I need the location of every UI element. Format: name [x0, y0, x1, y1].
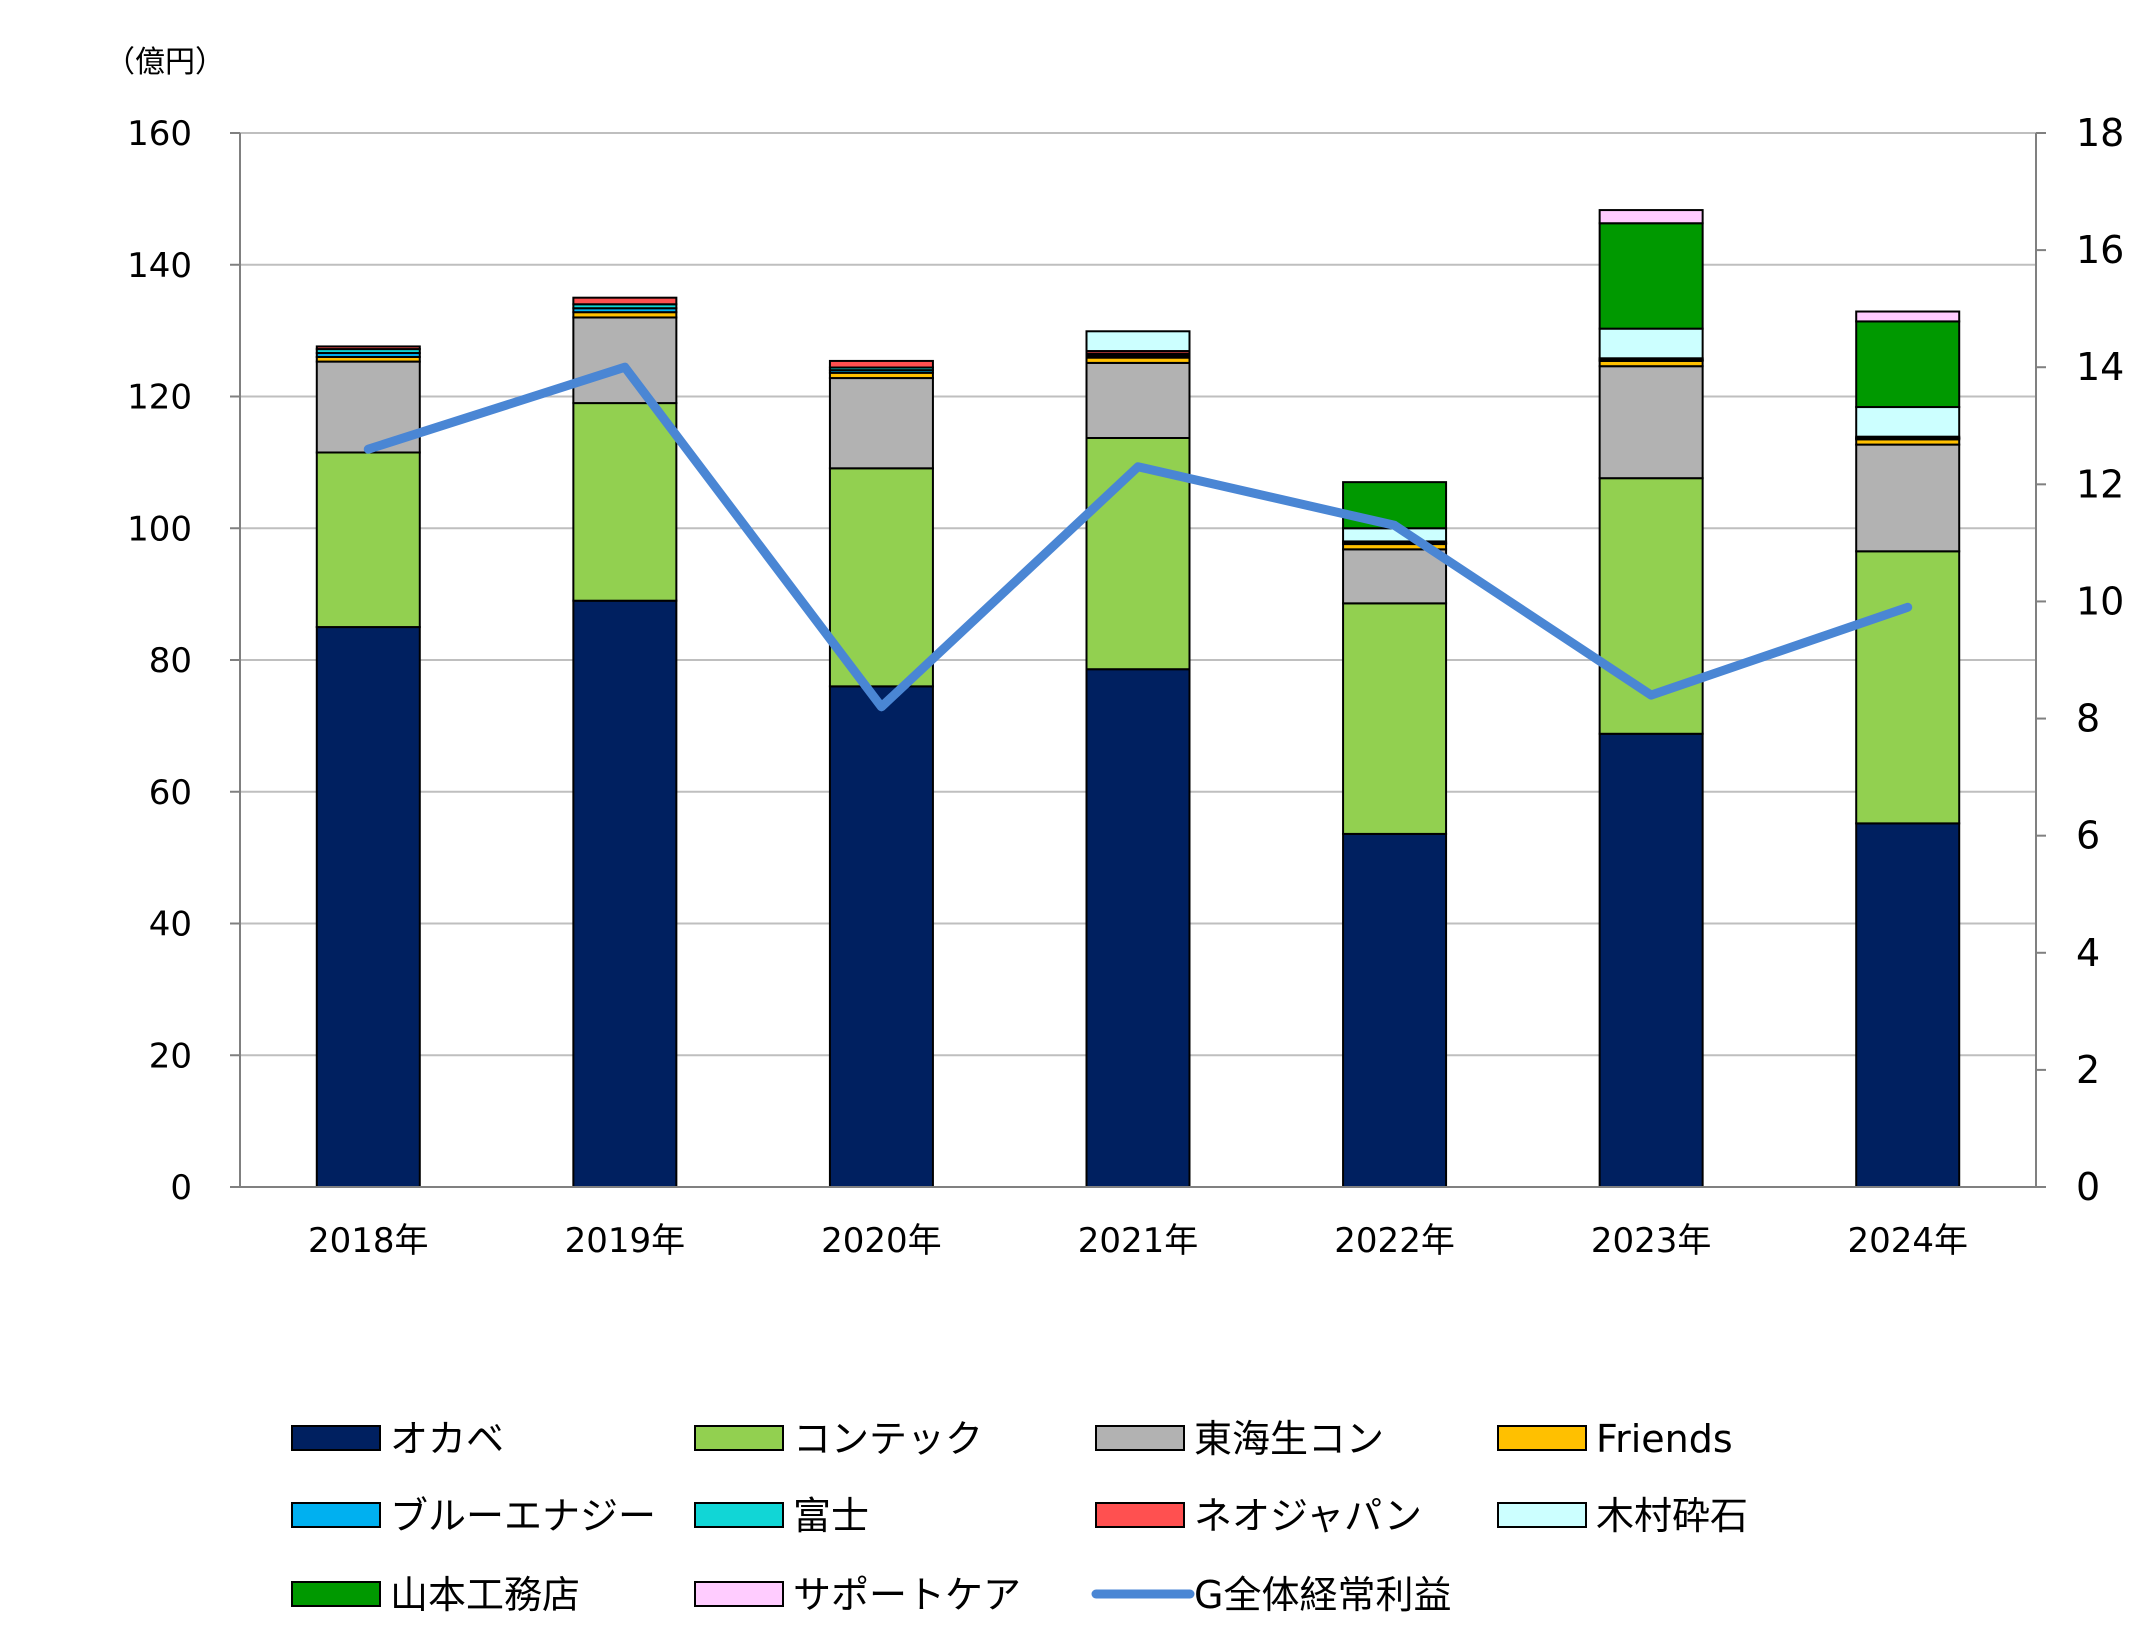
legend-swatch — [1095, 1425, 1185, 1451]
line-point — [1650, 694, 1653, 697]
bar-segment — [1085, 330, 1191, 353]
x-tick-label: 2023年 — [1591, 1221, 1712, 1261]
legend-label: G全体経常利益 — [1194, 1573, 1451, 1617]
bar-segment — [315, 626, 421, 1188]
line-point — [1137, 465, 1139, 468]
y2-tick-label: 0 — [2076, 1165, 2100, 1209]
bar-segment — [1855, 406, 1961, 438]
bar-segment — [1598, 327, 1704, 360]
bar-segment — [1342, 832, 1448, 1188]
bar-segment — [1085, 361, 1191, 440]
y-tick-label: 100 — [127, 509, 192, 549]
y2-tick-label: 8 — [2076, 697, 2100, 741]
legend-label: ブルーエナジー — [390, 1494, 656, 1538]
bar-segment — [1598, 209, 1704, 225]
bar-segment — [572, 316, 678, 405]
y2-tick-label: 2 — [2076, 1048, 2100, 1092]
bar-segment — [1085, 668, 1191, 1188]
profit-line — [363, 362, 1913, 712]
bar-segment — [572, 296, 678, 306]
x-tick-label: 2022年 — [1334, 1221, 1455, 1261]
y2-tick-label: 14 — [2076, 345, 2124, 389]
legend-swatch — [291, 1502, 381, 1528]
x-tick-label: 2019年 — [565, 1221, 686, 1261]
bar-segment — [1855, 550, 1961, 825]
legend-label: 東海生コン — [1194, 1417, 1384, 1461]
y2-tick-label: 18 — [2076, 111, 2124, 155]
legend-swatch — [291, 1425, 381, 1451]
x-tick-label: 2021年 — [1078, 1221, 1199, 1261]
y-tick-label: 0 — [170, 1168, 192, 1208]
y-tick-label: 20 — [149, 1036, 192, 1076]
bar-segment — [828, 685, 934, 1188]
legend-label: 木村砕石 — [1596, 1494, 1748, 1538]
legend-swatch — [1497, 1502, 1587, 1528]
bar-segment — [1598, 365, 1704, 480]
legend-label: サポートケア — [793, 1573, 1021, 1617]
legend-swatch — [1497, 1425, 1587, 1451]
y2-tick-label: 10 — [2076, 579, 2124, 623]
legend-label: ネオジャパン — [1194, 1494, 1422, 1538]
y-axis-unit-label: （億円） — [105, 45, 225, 80]
y2-tick-label: 4 — [2076, 931, 2100, 975]
legend-swatch — [291, 1581, 381, 1607]
line-point — [1393, 524, 1396, 527]
x-tick-label: 2020年 — [821, 1221, 942, 1261]
y2-tick-label: 6 — [2076, 814, 2100, 858]
bar-segment — [315, 451, 421, 629]
legend-label: コンテック — [793, 1417, 983, 1461]
legend-swatch — [694, 1425, 784, 1451]
legend-label: 山本工務店 — [390, 1573, 580, 1617]
bar-segment — [1342, 548, 1448, 605]
legend-swatch — [694, 1502, 784, 1528]
y-tick-label: 140 — [127, 246, 192, 286]
legend-swatch — [694, 1581, 784, 1607]
bar-segment — [572, 402, 678, 602]
y-tick-label: 60 — [149, 773, 192, 813]
legend-label: Friends — [1596, 1417, 1733, 1461]
legend-swatch — [1095, 1502, 1185, 1528]
line-point — [367, 448, 370, 451]
x-tick-label: 2018年 — [308, 1221, 429, 1261]
bar-segment — [572, 599, 678, 1188]
y-tick-label: 80 — [149, 641, 192, 681]
y-tick-label: 160 — [127, 114, 192, 154]
bar-segment — [1855, 310, 1961, 323]
bars — [315, 209, 1961, 1189]
y2-tick-label: 16 — [2076, 228, 2124, 272]
bar-segment — [1598, 222, 1704, 330]
axes: 0 20 40 60 80 100 120 140 160 0 2 4 6 8 10 12 14 16 18 2018… — [127, 111, 2124, 1261]
bar-segment — [1342, 602, 1448, 835]
bar-segment — [1855, 443, 1961, 553]
bar-segment — [828, 359, 934, 369]
bar-segment — [1598, 732, 1704, 1189]
line-point — [623, 366, 626, 369]
y-tick-label: 120 — [127, 378, 192, 418]
line-point — [1906, 606, 1909, 609]
y2-tick-label: 12 — [2076, 462, 2124, 506]
legend-label: オカベ — [390, 1417, 504, 1461]
legend: オカベ コンテック 東海生コン Friends ブルーエナジー 富士 ネオジャパン 木村砕石山… — [291, 1417, 1748, 1617]
y-tick-label: 40 — [149, 905, 192, 945]
bar-segment — [1855, 320, 1961, 409]
x-tick-label: 2024年 — [1847, 1221, 1968, 1261]
bar-segment — [1855, 822, 1961, 1188]
legend-label: 富士 — [793, 1494, 869, 1538]
bar-segment — [828, 377, 934, 470]
bar-segment — [315, 345, 421, 351]
line-point — [880, 705, 883, 708]
